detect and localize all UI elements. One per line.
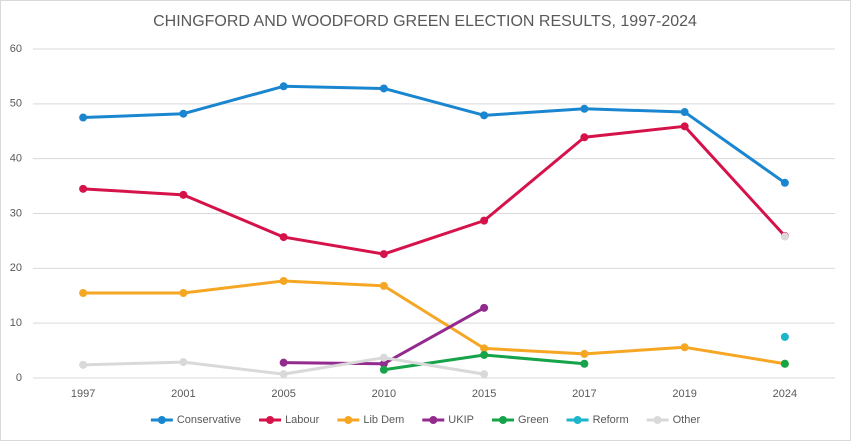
series-line [83, 124, 786, 256]
y-tick-label: 0 [16, 372, 22, 384]
legend-item: Green [491, 414, 549, 426]
data-point [379, 359, 388, 368]
legend-label: Green [518, 414, 549, 426]
data-point [79, 360, 88, 369]
data-point [780, 178, 789, 187]
legend-marker [498, 416, 507, 424]
legend-item: Labour [259, 414, 320, 426]
series-line [83, 279, 786, 366]
x-tick-label: 2015 [472, 388, 496, 400]
series-line [83, 84, 786, 185]
data-point [480, 344, 489, 353]
data-point [480, 216, 489, 225]
legend-item: UKIP [422, 414, 474, 426]
data-point [379, 281, 388, 290]
legend-label: Conservative [177, 414, 241, 426]
data-point [580, 349, 589, 358]
data-point [379, 250, 388, 259]
data-point [179, 190, 188, 199]
data-point [480, 111, 489, 120]
legend-marker [266, 416, 275, 424]
data-point [480, 303, 489, 312]
data-point [680, 108, 689, 117]
data-point [79, 113, 88, 122]
data-point [580, 104, 589, 113]
data-point [480, 350, 489, 359]
data-point [279, 370, 288, 379]
y-tick-label: 30 [10, 207, 22, 219]
legend-label: Labour [285, 414, 320, 426]
data-point [580, 133, 589, 142]
legend-item: Lib Dem [337, 414, 404, 426]
legend-marker [429, 416, 438, 424]
data-point [680, 343, 689, 352]
data-point [279, 82, 288, 91]
y-tick-label: 60 [10, 43, 22, 55]
data-point [379, 365, 388, 374]
legend-marker [573, 416, 582, 424]
x-tick-label: 2010 [372, 388, 396, 400]
data-point [379, 84, 388, 93]
data-point [780, 332, 789, 341]
legend-item: Reform [566, 414, 629, 426]
data-point [780, 232, 789, 241]
data-point [279, 358, 288, 367]
data-point [279, 276, 288, 285]
legend-item: Other [646, 414, 701, 426]
data-point [480, 370, 489, 379]
x-tick-label: 2017 [572, 388, 596, 400]
chart-title: CHINGFORD AND WOODFORD GREEN ELECTION RE… [153, 13, 697, 30]
legend-label: UKIP [448, 414, 474, 426]
data-point [580, 359, 589, 368]
legend-label: Lib Dem [363, 414, 404, 426]
data-point [780, 359, 789, 368]
y-tick-label: 10 [10, 317, 22, 329]
data-point [179, 109, 188, 118]
data-point [279, 233, 288, 242]
legend-item: Conservative [150, 414, 241, 426]
x-tick-label: 2005 [271, 388, 295, 400]
data-point [179, 358, 188, 367]
data-point [379, 353, 388, 362]
y-tick-label: 50 [10, 98, 22, 110]
data-point [79, 184, 88, 193]
legend-label: Other [673, 414, 701, 426]
x-tick-label: 2019 [672, 388, 696, 400]
legend-marker [157, 416, 166, 424]
data-point [179, 289, 188, 298]
x-tick-label: 2024 [773, 388, 797, 400]
legend-marker [653, 416, 662, 424]
y-tick-label: 40 [10, 153, 22, 165]
x-tick-label: 2001 [171, 388, 195, 400]
legend-label: Reform [593, 414, 629, 426]
y-tick-label: 20 [10, 262, 22, 274]
data-point [680, 122, 689, 131]
x-tick-label: 1997 [71, 388, 95, 400]
legend-marker [344, 416, 353, 424]
data-point [79, 289, 88, 298]
